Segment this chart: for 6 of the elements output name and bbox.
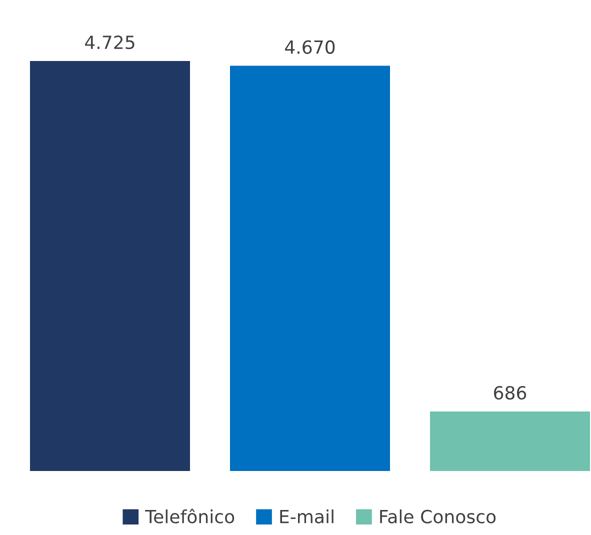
- legend-label: Telefônico: [145, 508, 234, 524]
- data-label: 686: [494, 386, 526, 400]
- legend-label: E-mail: [280, 509, 334, 524]
- data-label: 4.725: [85, 36, 134, 50]
- legend-label: Fale Conosco: [380, 509, 496, 524]
- data-label: 4.670: [285, 40, 335, 54]
